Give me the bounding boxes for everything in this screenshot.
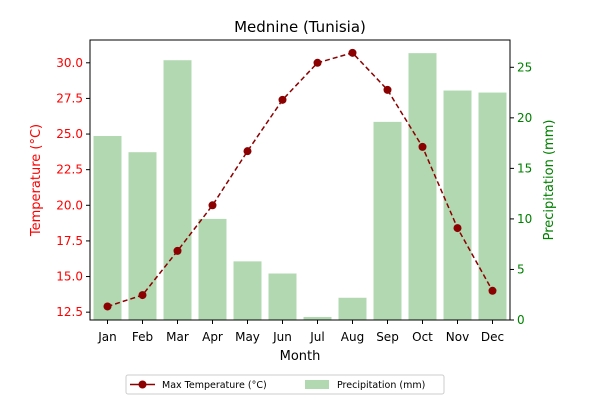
- plot-frame: [89, 39, 511, 321]
- legend: Max Temperature (°C) Precipitation (mm): [125, 374, 445, 395]
- temperature-point-may: [243, 147, 252, 156]
- x-tick-label-jun: Jun: [272, 330, 292, 344]
- precipitation-bar-jul: [303, 316, 332, 320]
- left-y-tick-label: 27.5: [56, 91, 83, 105]
- temperature-point-jul: [313, 58, 322, 67]
- legend-marker-swatch: [138, 380, 147, 389]
- left-y-tick-label: 12.5: [56, 305, 83, 319]
- left-y-tick-label: 22.5: [56, 163, 83, 177]
- x-tick-label-jan: Jan: [97, 330, 117, 344]
- right-y-tick-label: 25: [517, 60, 532, 74]
- left-y-tick-label: 20.0: [56, 198, 83, 212]
- temperature-point-feb: [138, 291, 147, 300]
- legend-label-precipitation: Precipitation (mm): [337, 380, 425, 391]
- x-tick-label-feb: Feb: [132, 330, 153, 344]
- chart-title: Mednine (Tunisia): [234, 18, 366, 36]
- right-y-axis: 0 5 10 15 20 25: [510, 60, 532, 327]
- x-tick-label-apr: Apr: [202, 330, 223, 344]
- precipitation-bar-sep: [373, 121, 402, 320]
- temperature-point-mar: [173, 246, 182, 255]
- left-y-axis: 12.5 15.0 17.5 20.0 22.5 25.0 27.5 30.0: [56, 56, 90, 319]
- x-tick-label-dec: Dec: [481, 330, 504, 344]
- left-y-tick-label: 30.0: [56, 56, 83, 70]
- x-tick-label-nov: Nov: [446, 330, 469, 344]
- legend-label-temperature: Max Temperature (°C): [162, 380, 267, 391]
- x-tick-label-aug: Aug: [341, 330, 364, 344]
- precipitation-bar-may: [233, 261, 262, 320]
- temperature-line: [103, 48, 497, 311]
- right-y-tick-label: 20: [517, 111, 532, 125]
- right-y-axis-label: Precipitation (mm): [542, 120, 557, 241]
- temperature-line-path: [107, 51, 494, 308]
- precipitation-bar-aug: [338, 297, 367, 320]
- left-y-tick-label: 15.0: [56, 270, 83, 284]
- left-y-tick-label: 17.5: [56, 234, 83, 248]
- precipitation-bar-jan: [93, 136, 122, 320]
- precipitation-bars: [93, 53, 507, 321]
- precipitation-bar-mar: [163, 60, 192, 320]
- x-tick-label-oct: Oct: [412, 330, 433, 344]
- x-tick-label-jul: Jul: [309, 330, 324, 344]
- x-axis: Jan Feb Mar Apr May Jun Jul Aug Sep Oct Nov Dec: [97, 320, 504, 344]
- right-y-tick-label: 10: [517, 212, 532, 226]
- precipitation-bar-apr: [198, 218, 227, 320]
- temperature-point-oct: [418, 142, 427, 151]
- temperature-point-dec: [488, 286, 497, 295]
- temperature-point-apr: [208, 201, 217, 210]
- right-y-tick-label: 5: [517, 262, 525, 276]
- precipitation-bar-oct: [408, 53, 437, 320]
- left-y-axis-label: Temperature (°C): [29, 124, 44, 237]
- right-y-tick-label: 15: [517, 161, 532, 175]
- temperature-point-nov: [453, 224, 462, 233]
- right-y-tick-label: 0: [517, 313, 525, 327]
- legend-bar-swatch: [305, 380, 329, 389]
- precipitation-bar-dec: [478, 92, 507, 321]
- temperature-point-sep: [383, 85, 392, 94]
- x-axis-label: Month: [280, 349, 321, 364]
- x-tick-label-sep: Sep: [376, 330, 399, 344]
- temperature-point-jun: [278, 95, 287, 104]
- temperature-point-aug: [348, 48, 357, 57]
- x-tick-label-may: May: [235, 330, 260, 344]
- temperature-point-jan: [103, 302, 112, 311]
- legend-box: [125, 374, 445, 395]
- x-tick-label-mar: Mar: [166, 330, 189, 344]
- left-y-tick-label: 25.0: [56, 127, 83, 141]
- precipitation-bar-jun: [268, 273, 297, 320]
